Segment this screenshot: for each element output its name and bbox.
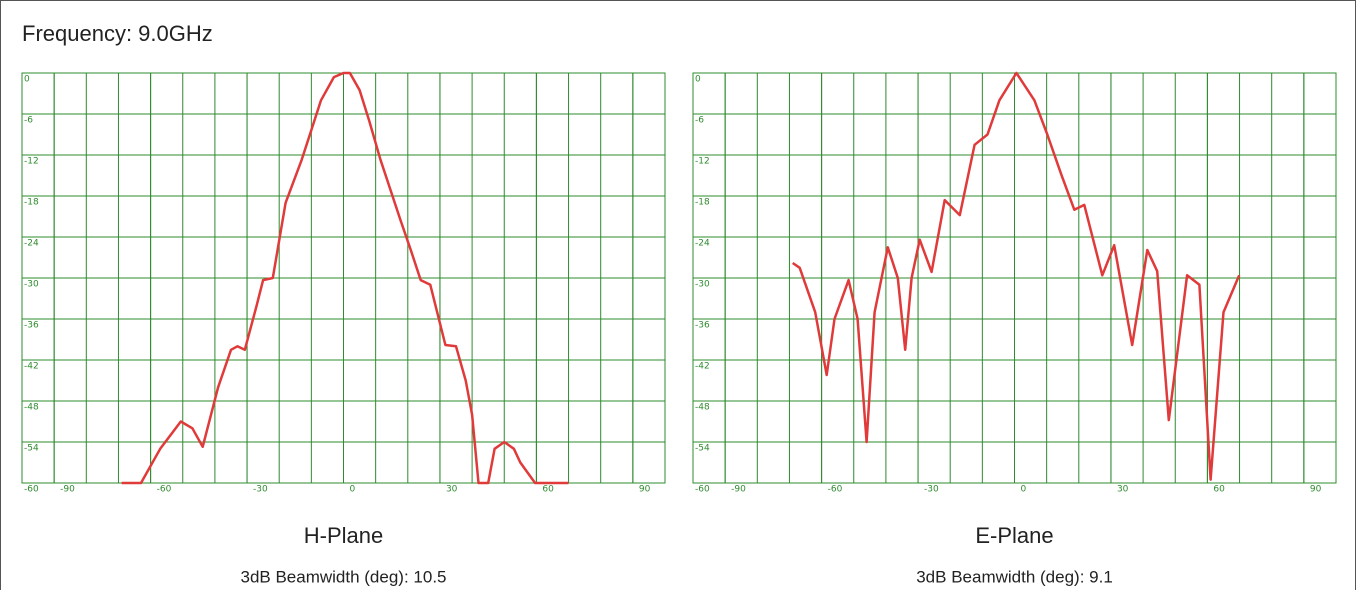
y-tick-label: -60	[695, 485, 710, 495]
x-tick-label: -60	[828, 485, 843, 495]
y-tick-label: -54	[695, 444, 710, 454]
x-tick-label: 60	[1213, 485, 1225, 495]
x-tick-label: 0	[350, 485, 356, 495]
line-series	[121, 71, 569, 485]
y-tick-label: -12	[695, 157, 710, 167]
chart-subtitle: 3dB Beamwidth (deg): 9.1	[916, 567, 1113, 586]
y-tick-label: -42	[24, 362, 39, 372]
page-title: Frequency: 9.0GHz	[22, 21, 213, 46]
y-tick-label: -48	[24, 403, 39, 413]
y-tick-label: 0	[695, 75, 701, 85]
y-tick-label: -30	[695, 280, 710, 290]
x-tick-label: -90	[731, 485, 746, 495]
y-tick-label: -36	[695, 321, 710, 331]
y-tick-label: -54	[24, 444, 39, 454]
x-tick-label: 60	[542, 485, 554, 495]
y-tick-label: -12	[24, 157, 39, 167]
chart-title: E-Plane	[975, 523, 1053, 548]
y-tick-label: -48	[695, 403, 710, 413]
line-series	[791, 71, 1241, 481]
y-tick-label: -6	[24, 116, 33, 126]
y-tick-label: 0	[24, 75, 30, 85]
chart-title: H-Plane	[304, 523, 383, 548]
x-tick-label: -90	[60, 485, 75, 495]
y-tick-label: -24	[695, 239, 710, 249]
y-tick-label: -36	[24, 321, 39, 331]
x-tick-label: -60	[157, 485, 172, 495]
y-tick-label: -42	[695, 362, 710, 372]
y-tick-label: -18	[24, 198, 39, 208]
x-tick-label: 90	[639, 485, 651, 495]
y-tick-label: -60	[24, 485, 39, 495]
x-tick-label: -30	[253, 485, 268, 495]
x-tick-label: -30	[924, 485, 939, 495]
y-tick-label: -30	[24, 280, 39, 290]
x-tick-label: 0	[1021, 485, 1027, 495]
x-tick-label: 90	[1310, 485, 1322, 495]
y-tick-label: -18	[695, 198, 710, 208]
y-tick-label: -6	[695, 116, 704, 126]
y-tick-label: -24	[24, 239, 39, 249]
chart-subtitle: 3dB Beamwidth (deg): 10.5	[240, 567, 446, 586]
x-tick-label: 30	[446, 485, 458, 495]
x-tick-label: 30	[1117, 485, 1129, 495]
